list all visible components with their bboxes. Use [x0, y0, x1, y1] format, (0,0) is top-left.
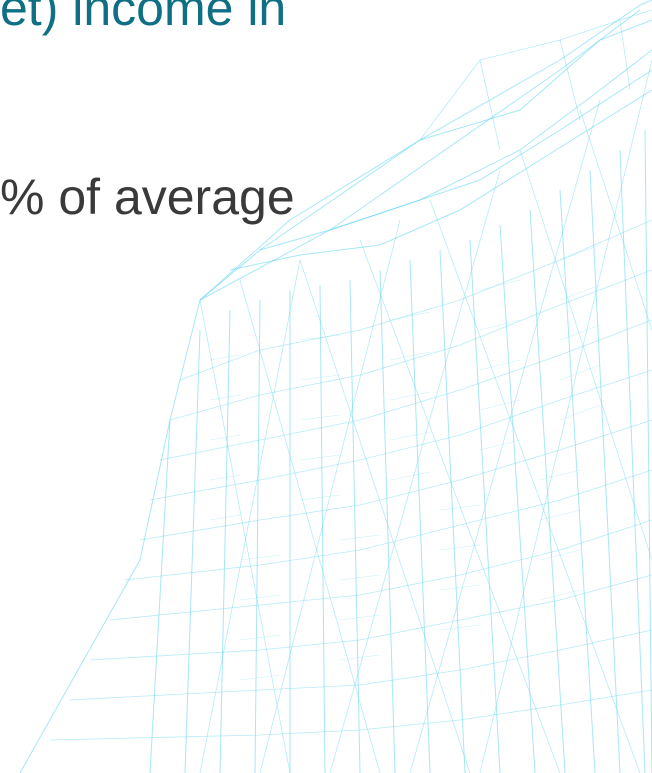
slide-body-text-fragment: % of average	[0, 169, 295, 225]
slide-title-fragment: et) income in	[0, 0, 287, 36]
